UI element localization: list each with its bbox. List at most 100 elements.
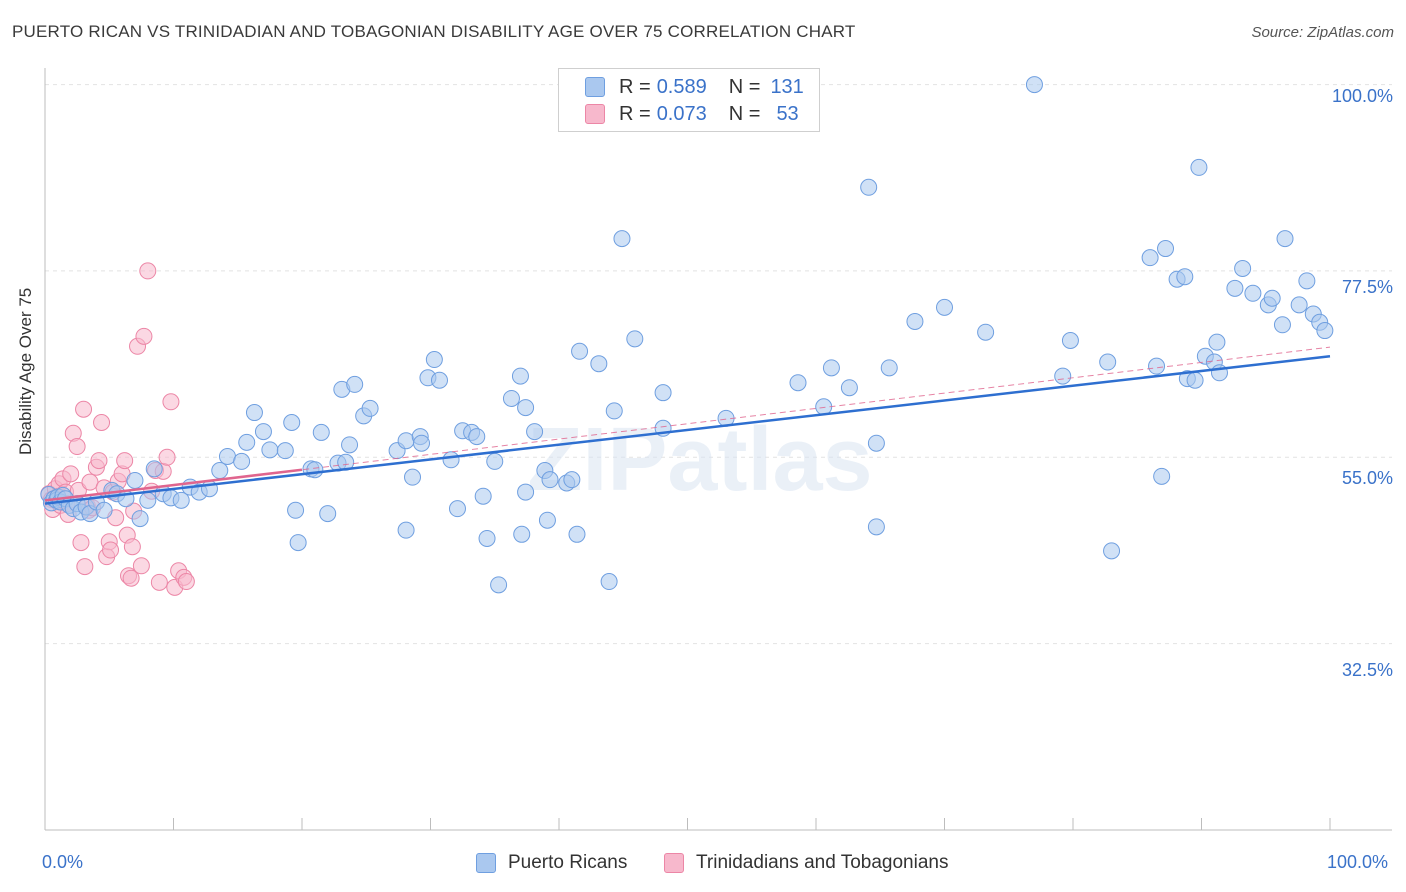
puerto-rican-point	[261, 441, 279, 459]
trinidadian-points	[40, 262, 195, 596]
puerto-rican-point	[1061, 331, 1079, 349]
puerto-rican-point	[977, 323, 995, 341]
trinidadian-point	[150, 573, 168, 591]
puerto-rican-point	[254, 423, 272, 441]
puerto-rican-point	[289, 534, 307, 552]
puerto-rican-point	[1244, 284, 1262, 302]
puerto-rican-point	[1141, 249, 1159, 267]
puerto-rican-point	[1298, 272, 1316, 290]
y-tick-32-5: 32.5%	[1341, 660, 1393, 680]
trinidadian-trend-solid	[44, 468, 303, 502]
puerto-rican-point	[145, 460, 163, 478]
puerto-rican-point	[502, 389, 520, 407]
puerto-rican-point	[571, 342, 589, 360]
r-value: 0.589	[656, 75, 707, 98]
puerto-rican-points	[40, 76, 1334, 594]
legend-item-puerto-ricans: Puerto Ricans	[476, 852, 627, 874]
puerto-rican-point	[626, 330, 644, 348]
puerto-rican-point	[1025, 76, 1043, 94]
puerto-rican-point	[425, 351, 443, 369]
puerto-rican-point	[1290, 296, 1308, 314]
puerto-rican-point	[600, 573, 618, 591]
puerto-rican-point	[238, 433, 256, 451]
source-label: Source: ZipAtlas.com	[1251, 24, 1394, 41]
puerto-rican-point	[789, 374, 807, 392]
trinidadian-point	[90, 452, 108, 470]
puerto-rican-point	[1273, 316, 1291, 334]
puerto-rican-point	[526, 423, 544, 441]
puerto-rican-point	[1103, 542, 1121, 560]
axes	[44, 68, 1392, 831]
y-tick-77-5: 77.5%	[1341, 277, 1393, 297]
stats-legend: R = 0.589 N = 131 R = 0.073 N = 53	[558, 68, 820, 132]
puerto-rican-point	[306, 461, 324, 479]
puerto-rican-point	[822, 359, 840, 377]
puerto-rican-point	[1226, 279, 1244, 297]
puerto-rican-point	[541, 471, 559, 489]
watermark: ZIPatlas	[527, 410, 872, 510]
legend-label: Puerto Ricans	[508, 852, 628, 873]
puerto-rican-point	[613, 230, 631, 248]
puerto-rican-point	[448, 500, 466, 518]
x-tick-100: 100.0%	[1327, 852, 1389, 872]
puerto-rican-point	[478, 529, 496, 547]
x-tick-0: 0.0%	[42, 852, 84, 872]
trinidadian-point	[139, 262, 157, 280]
puerto-rican-point	[563, 471, 581, 489]
trinidadian-point	[81, 473, 99, 491]
trinidadian-point	[62, 465, 80, 483]
puerto-rican-point	[517, 399, 535, 417]
puerto-rican-point	[319, 505, 337, 523]
trinidadian-point	[123, 538, 141, 556]
puerto-rican-point	[1276, 230, 1294, 248]
puerto-rican-point	[468, 428, 486, 446]
puerto-rican-point	[126, 471, 144, 489]
trinidadian-point	[68, 438, 86, 456]
r-label: R =	[619, 75, 651, 98]
n-label: N =	[728, 75, 761, 98]
puerto-rican-point	[936, 298, 953, 316]
puerto-rican-point	[867, 518, 885, 536]
puerto-rican-point	[172, 491, 190, 509]
puerto-rican-point	[430, 371, 448, 389]
n-value: 53	[776, 102, 799, 125]
trinidadian-point	[75, 400, 93, 418]
pink-swatch	[664, 853, 684, 873]
puerto-rican-point	[218, 447, 236, 465]
y-tick-55: 55.0%	[1341, 468, 1393, 488]
puerto-rican-point	[1176, 268, 1194, 286]
trinidadian-point	[132, 557, 150, 575]
y-tick-100: 100.0%	[1331, 86, 1393, 106]
chart-title: PUERTO RICAN VS TRINIDADIAN AND TOBAGONI…	[12, 22, 856, 41]
puerto-rican-point	[474, 487, 492, 505]
puerto-rican-point	[538, 511, 556, 529]
puerto-rican-point	[605, 402, 623, 420]
puerto-rican-point	[513, 525, 531, 543]
puerto-rican-point	[1234, 259, 1252, 277]
puerto-rican-point	[283, 413, 301, 431]
r-label: R =	[619, 102, 651, 125]
puerto-rican-point	[397, 432, 415, 450]
puerto-rican-point	[404, 468, 422, 486]
puerto-rican-point	[1148, 357, 1166, 375]
y-axis-label: Disability Age Over 75	[16, 287, 35, 455]
puerto-rican-point	[131, 510, 149, 528]
stats-row-trinidadian: R = 0.073 N = 53	[585, 101, 799, 127]
puerto-rican-point	[1186, 371, 1204, 389]
puerto-rican-point	[1099, 353, 1117, 371]
puerto-rican-point	[287, 501, 305, 519]
trinidadian-point	[162, 393, 180, 411]
trinidadian-point	[72, 534, 90, 552]
blue-swatch	[476, 853, 496, 873]
puerto-rican-point	[840, 379, 858, 397]
puerto-rican-point	[906, 312, 924, 330]
legend-label: Trinidadians and Tobagonians	[696, 852, 949, 873]
puerto-rican-point	[361, 399, 379, 417]
trinidadian-point	[122, 569, 140, 587]
puerto-rican-point	[397, 521, 415, 539]
trinidadian-point	[116, 452, 134, 470]
puerto-rican-point	[568, 525, 586, 543]
puerto-rican-point	[442, 451, 460, 469]
puerto-rican-point	[815, 398, 833, 416]
